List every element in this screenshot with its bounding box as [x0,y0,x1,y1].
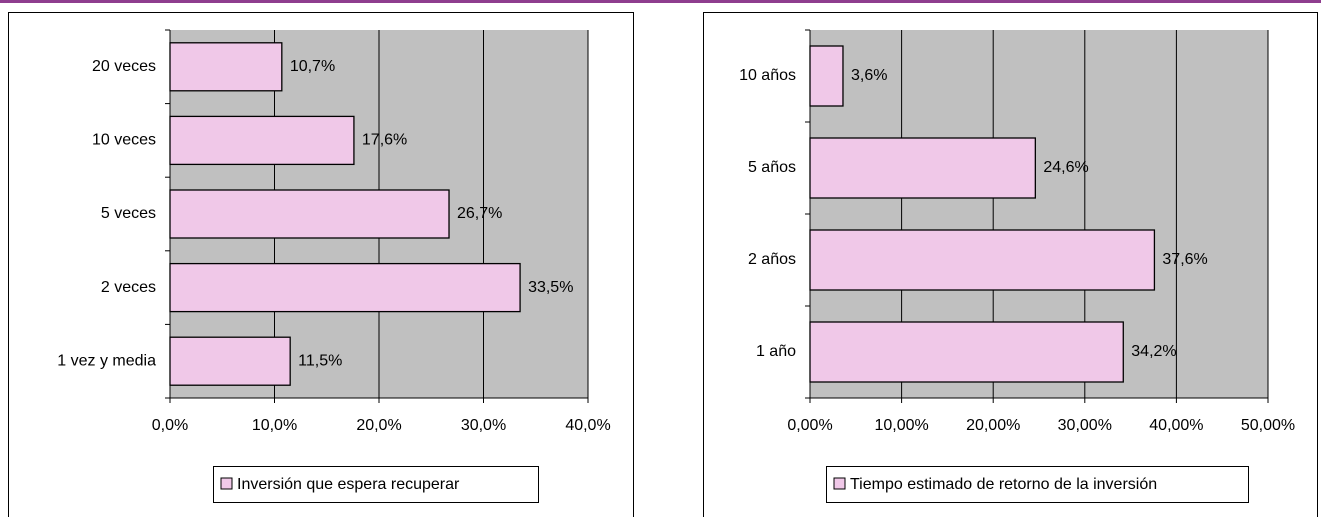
y-tick-label: 1 vez y media [57,352,156,369]
y-tick-label: 20 veces [92,58,156,75]
value-label: 24,6% [1043,159,1088,176]
legend-label: Inversión que espera recuperar [237,476,460,493]
value-label: 3,6% [851,67,887,84]
x-tick-label: 0,0% [152,417,188,434]
bar [809,45,844,107]
x-tick-label: 30,0% [461,417,506,434]
x-tick-label: 0,00% [787,417,832,434]
value-label: 26,7% [457,205,502,222]
value-label: 34,2% [1131,343,1176,360]
y-tick-label: 1 año [756,343,796,360]
legend-swatch [833,477,846,490]
y-tick-label: 10 años [739,67,796,84]
bar [809,137,1036,199]
x-tick-label: 10,0% [252,417,297,434]
x-tick-label: 40,00% [1149,417,1203,434]
bar [169,42,283,92]
value-label: 17,6% [362,132,407,149]
y-tick-label: 10 veces [92,132,156,149]
y-tick-label: 5 años [748,159,796,176]
x-tick-label: 50,00% [1241,417,1295,434]
bar [809,229,1156,291]
legend-label: Tiempo estimado de retorno de la inversi… [850,476,1157,493]
x-tick-label: 10,00% [874,417,928,434]
legend-box [826,466,1249,503]
x-tick-label: 20,0% [356,417,401,434]
bar [169,336,291,386]
bar [169,115,355,166]
x-tick-label: 20,00% [966,417,1020,434]
value-label: 10,7% [290,58,335,75]
x-tick-label: 40,0% [565,417,610,434]
value-label: 33,5% [528,279,573,296]
top-rule [0,0,1321,3]
bar [169,189,450,239]
legend-box [213,466,539,503]
y-tick-label: 5 veces [101,205,156,222]
y-tick-label: 2 veces [101,279,156,296]
value-label: 37,6% [1162,251,1207,268]
legend-swatch [220,477,233,490]
bar [809,321,1124,383]
bar [169,262,521,313]
y-tick-label: 2 años [748,251,796,268]
x-tick-label: 30,00% [1058,417,1112,434]
value-label: 11,5% [298,352,342,369]
